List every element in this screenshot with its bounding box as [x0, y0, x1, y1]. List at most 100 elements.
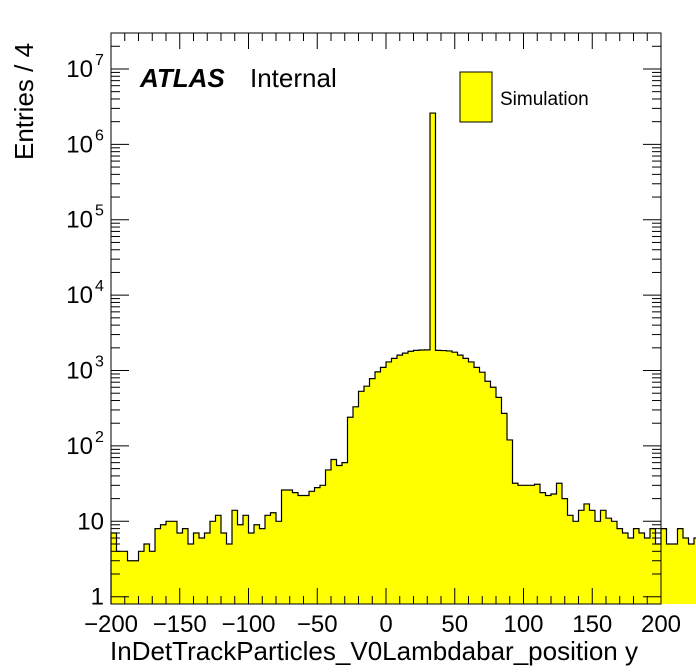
y-tick-label: 10 [66, 358, 93, 385]
histogram-bar [435, 350, 442, 604]
histogram-bar [144, 543, 150, 604]
histogram-bar [452, 352, 458, 604]
histogram-bar [325, 469, 332, 604]
histogram-bar [138, 551, 145, 604]
histogram-bar [298, 495, 304, 604]
histogram-bar [584, 503, 590, 604]
histogram-bar [474, 367, 480, 604]
histogram-bar [331, 459, 337, 604]
histogram-bar [545, 495, 552, 604]
internal-label: Internal [250, 63, 337, 93]
histogram-bar [166, 521, 172, 604]
histogram-bar [364, 386, 370, 604]
histogram-bar [633, 528, 640, 604]
histogram-bar [353, 406, 359, 604]
histogram-bar [457, 355, 464, 604]
histogram-bar [380, 367, 387, 604]
histogram-bar [419, 350, 425, 604]
histogram-bar [276, 521, 282, 604]
y-tick-label: 10 [66, 131, 93, 158]
histogram-bar [265, 515, 271, 604]
histogram-bar [232, 510, 238, 604]
histogram-bar [292, 492, 299, 604]
histogram-bar [248, 532, 255, 604]
histogram-bar [133, 560, 139, 604]
y-tick-label: 10 [77, 508, 104, 535]
histogram-bar [347, 417, 354, 604]
histogram-bar [221, 532, 227, 604]
histogram-bar [424, 349, 431, 604]
histogram-bar [215, 515, 222, 604]
histogram-bar [155, 528, 161, 604]
x-tick-label: 50 [441, 611, 468, 638]
histogram-bar [182, 528, 189, 604]
y-tick-label: 10 [66, 56, 93, 83]
histogram-bar [468, 361, 475, 604]
histogram-bar [188, 543, 194, 604]
histogram-bar [243, 515, 249, 604]
y-tick-exponent: 5 [95, 203, 104, 220]
histogram-bar [595, 521, 601, 604]
histogram-bar [199, 538, 205, 604]
y-tick-label: 10 [66, 433, 93, 460]
histogram-bar [127, 560, 134, 604]
histogram-bar [149, 551, 156, 604]
histogram-bar [111, 532, 117, 604]
histogram-bar [551, 494, 557, 604]
histogram-bar [677, 528, 684, 604]
histogram-bar [534, 484, 541, 604]
atlas-label: ATLAS [139, 63, 225, 93]
histogram-bar [606, 518, 612, 604]
histogram-bar [463, 358, 469, 604]
y-tick-label: 10 [66, 282, 93, 309]
y-tick-exponent: 6 [95, 127, 104, 144]
histogram-bar [529, 485, 535, 604]
x-tick-label: 200 [641, 611, 681, 638]
histogram-bar [573, 521, 579, 604]
histogram-bar [479, 372, 486, 604]
legend: Simulation [459, 71, 589, 123]
x-tick-label: −100 [221, 611, 275, 638]
histogram-bar [171, 521, 178, 604]
histogram-bar [281, 490, 288, 604]
histogram-bar [562, 498, 568, 604]
histogram-bar [611, 521, 618, 604]
x-tick-label: 150 [572, 611, 612, 638]
y-tick-label: 1 [91, 584, 104, 611]
histogram-bar [617, 528, 623, 604]
y-tick-label: 10 [66, 207, 93, 234]
histogram-bar [666, 543, 673, 604]
histogram-bar [204, 532, 211, 604]
histogram-bar [523, 485, 530, 604]
histogram-bar [270, 512, 277, 604]
x-tick-label: 0 [379, 611, 392, 638]
histogram-bar [644, 538, 651, 604]
histogram-bar [193, 532, 200, 604]
histogram-bar [303, 495, 310, 604]
histogram-bar [639, 532, 645, 604]
x-tick-label: 100 [503, 611, 543, 638]
histogram-bar [375, 371, 381, 604]
histogram-bar [342, 462, 348, 604]
histogram-bar [512, 483, 519, 604]
y-axis-label: Entries / 4 [9, 43, 39, 160]
histogram-bar [507, 439, 513, 604]
histogram-bar [160, 524, 167, 604]
histogram-bar [650, 528, 656, 604]
histogram-bar [578, 510, 585, 604]
histogram-bar [237, 524, 244, 604]
histogram-bar [600, 510, 607, 604]
legend-entry-simulation: Simulation [500, 89, 589, 110]
histogram-bar [490, 387, 497, 604]
histogram-bar [309, 491, 315, 604]
x-axis-label: InDetTrackParticles_V0Lambdabar_position… [110, 636, 638, 666]
histogram-bar [397, 355, 403, 604]
histogram-bar [540, 492, 546, 604]
histogram-bar [413, 350, 420, 604]
histogram-bar [116, 551, 123, 604]
histogram-bar [589, 510, 596, 604]
histogram-outline [110, 112, 696, 604]
histogram-bar [496, 397, 502, 604]
histogram-bars [110, 112, 696, 604]
